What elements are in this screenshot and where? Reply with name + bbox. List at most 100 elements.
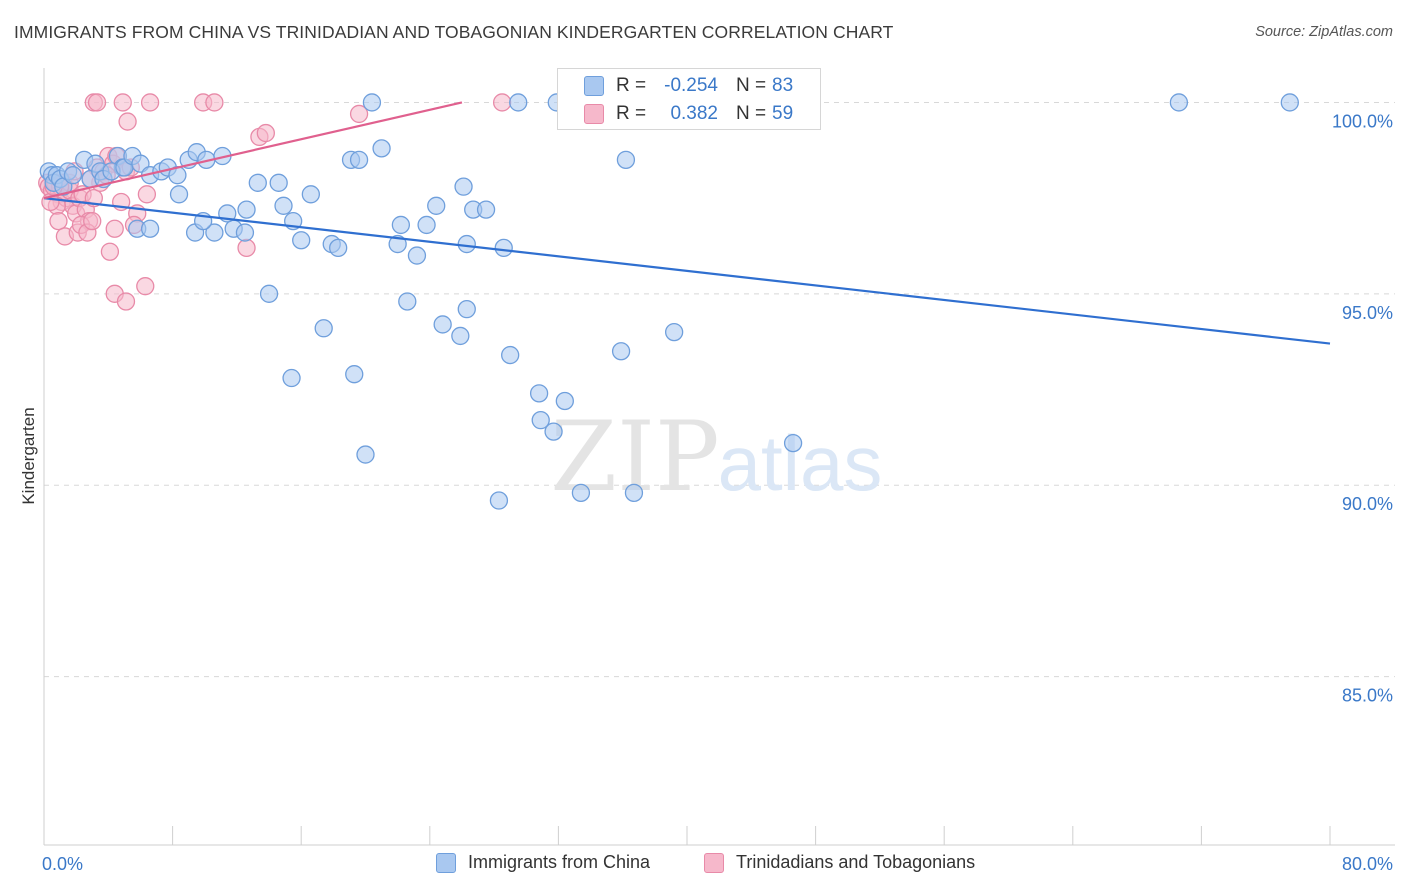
chart-legend: Immigrants from China Trinidadians and T… [0, 852, 1406, 878]
china-point [531, 410, 550, 430]
china-point [391, 215, 411, 235]
china-point [501, 345, 520, 365]
trinidadians-point [105, 219, 124, 238]
china-point [611, 342, 631, 361]
china-point [398, 292, 417, 311]
china-point [1280, 93, 1299, 112]
trinidadians-point [237, 238, 256, 258]
china-point [314, 319, 333, 338]
stats-r-label: R = [616, 75, 647, 96]
trinidadians-point [205, 93, 224, 112]
china-point [664, 322, 684, 342]
trinidadians-point [116, 292, 136, 311]
china-point [427, 196, 446, 215]
china-point [494, 238, 513, 258]
stats-row-china: R = -0.254 N = 83 [558, 72, 822, 100]
china-point [783, 433, 803, 453]
y-axis-title: Kindergarten [19, 407, 38, 504]
china-point [509, 93, 528, 112]
trinidadians-point [83, 211, 102, 231]
china-point [616, 150, 636, 170]
china-point [282, 368, 301, 388]
china-point [407, 246, 427, 265]
trinidadians-point [49, 211, 68, 231]
legend-swatch-china [436, 852, 456, 873]
gridlines [44, 101, 1395, 678]
source-credit: Source: ZipAtlas.com [1255, 24, 1393, 40]
trinidadians-point [256, 123, 275, 143]
stats-n-label: N = [736, 75, 767, 96]
trend-lines [43, 101, 1331, 345]
china-point [476, 200, 496, 219]
legend-item-trinidadians[interactable]: Trinidadians and Tobagonians [704, 852, 975, 873]
x-tick-labels: 0.0% 80.0% [42, 854, 1393, 874]
stats-r-label: R = [616, 103, 647, 124]
stats-n-value: 59 [772, 103, 794, 124]
stats-swatch-china [584, 76, 604, 96]
china-point [555, 391, 574, 411]
trinidadians-point [136, 277, 155, 296]
trinidadians-point [100, 242, 120, 261]
china-point [349, 150, 369, 170]
series-china-points [39, 93, 1299, 510]
stats-row-trinidadians: R = 0.382 N = 59 [558, 100, 822, 128]
x-tick-label: 80.0% [1342, 854, 1393, 874]
china-point [235, 223, 255, 242]
y-tick-label: 85.0% [1342, 686, 1393, 706]
chart-title: IMMIGRANTS FROM CHINA VS TRINIDADIAN AND… [14, 22, 894, 42]
china-point [372, 139, 391, 158]
trinidadians-point [137, 185, 157, 204]
china-point [489, 491, 509, 510]
stats-n-label: N = [736, 103, 767, 124]
china-trend-line [43, 197, 1331, 345]
china-point [544, 422, 563, 441]
stats-n-value: 83 [772, 75, 794, 96]
china-point [362, 93, 382, 112]
china-point [457, 299, 476, 319]
china-point [169, 185, 189, 204]
trinidadians-point [492, 93, 512, 112]
correlation-stats-box: R = -0.254 N = 83 R = 0.382 N = 59 [557, 68, 821, 130]
legend-label-trinidadians: Trinidadians and Tobagonians [736, 852, 976, 872]
legend-item-china[interactable]: Immigrants from China [436, 852, 650, 873]
trinidadians-point [118, 112, 137, 131]
trinidadians-point [87, 93, 107, 112]
china-point [529, 384, 549, 403]
china-point [433, 315, 452, 334]
legend-swatch-trinidadians [704, 852, 724, 873]
china-point [571, 483, 591, 503]
china-point [454, 177, 473, 196]
stats-r-value: 0.382 [670, 103, 718, 124]
trinidadians-point [113, 93, 132, 112]
china-point [63, 166, 83, 185]
china-point [329, 238, 348, 258]
china-point [205, 223, 224, 242]
china-point [345, 365, 364, 384]
china-point [624, 483, 644, 503]
china-point [274, 196, 293, 215]
y-tick-label: 100.0% [1332, 111, 1393, 131]
x-tick-label: 0.0% [42, 854, 83, 874]
china-point [451, 326, 470, 346]
stats-r-value: -0.254 [664, 75, 718, 96]
watermark-atlas: atlas [718, 419, 883, 507]
china-point [292, 231, 311, 250]
china-point [356, 445, 375, 464]
china-point [237, 200, 256, 219]
china-point [248, 173, 267, 192]
china-point [388, 234, 407, 254]
trinidadians-point [349, 104, 369, 124]
stats-swatch-trinidadians [584, 104, 604, 124]
y-tick-label: 90.0% [1342, 494, 1393, 514]
trinidadians-point [140, 93, 160, 112]
china-point [1169, 93, 1189, 112]
china-point [140, 219, 160, 238]
china-point [417, 215, 436, 235]
trinidadians-trend-line [43, 101, 463, 200]
legend-label-china: Immigrants from China [468, 852, 651, 872]
china-point [269, 173, 288, 192]
china-point [457, 234, 476, 254]
y-tick-label: 95.0% [1342, 303, 1393, 323]
y-tick-labels: 85.0% 90.0% 95.0% 100.0% [1332, 111, 1393, 705]
